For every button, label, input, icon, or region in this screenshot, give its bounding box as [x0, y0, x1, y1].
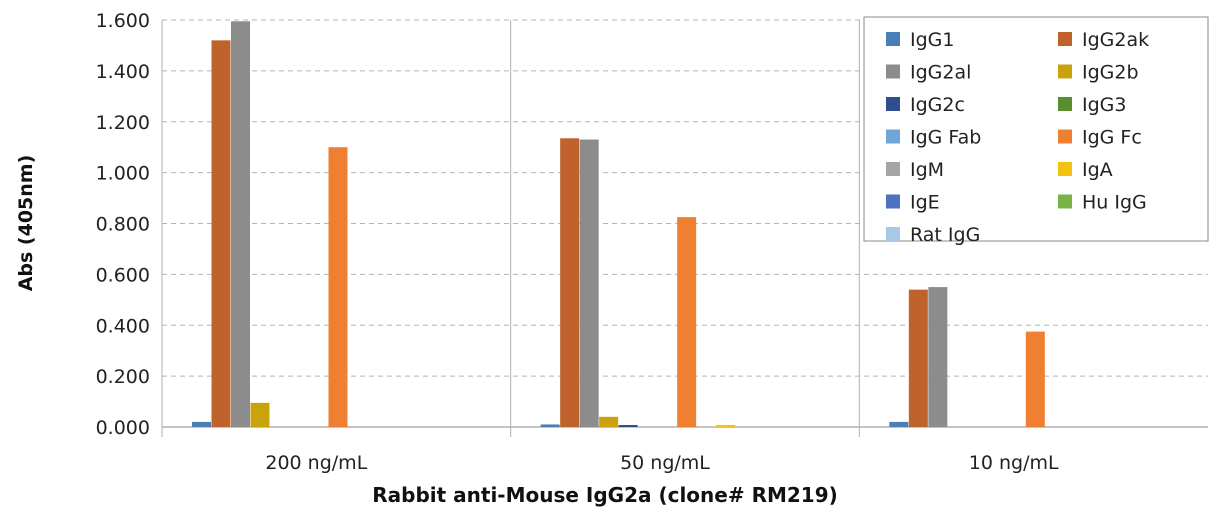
y-tick-label: 1.200: [96, 112, 150, 134]
bar: [328, 147, 348, 427]
legend-swatch: [886, 64, 900, 79]
bar: [540, 424, 560, 427]
bar: [599, 416, 619, 427]
legend-swatch: [886, 162, 900, 176]
legend-label: IgG3: [1082, 94, 1126, 116]
legend-label: Hu IgG: [1082, 192, 1147, 214]
x-category-label: 10 ng/mL: [969, 452, 1059, 474]
legend-box: [863, 16, 1209, 242]
legend-label: IgG2ak: [1082, 29, 1149, 51]
x-axis-title: Rabbit anti-Mouse IgG2a (clone# RM219): [372, 483, 838, 507]
legend-label: IgG Fc: [1082, 127, 1142, 149]
bar: [579, 139, 599, 427]
y-tick-labels: 0.000 0.200 0.400 0.600 0.800 1.000 1.200 1.400…: [96, 10, 150, 439]
y-tick-label: 0.600: [96, 264, 150, 286]
legend-label: IgG2al: [910, 62, 971, 84]
bar: [231, 21, 250, 427]
legend-swatch: [1058, 194, 1072, 209]
legend-swatch: [886, 129, 900, 144]
legend-label: IgG2c: [910, 94, 965, 116]
legend-swatch: [1058, 162, 1072, 176]
bar: [928, 287, 948, 427]
legend-label: IgG2b: [1082, 62, 1139, 84]
bar: [889, 421, 909, 427]
bar: [908, 289, 928, 427]
y-axis-title: Abs (405nm): [15, 155, 37, 292]
legend-swatch: [1058, 97, 1072, 111]
bar: [618, 425, 638, 427]
legend-label: Rat IgG: [910, 224, 980, 246]
category-separators: [161, 20, 860, 437]
y-tick-label: 0.200: [96, 366, 150, 388]
legend-swatch: [886, 97, 900, 111]
bars: [192, 21, 1045, 428]
legend-label: IgG Fab: [910, 127, 981, 149]
legend-label: IgM: [910, 159, 944, 181]
legend-label: IgE: [910, 192, 940, 214]
bar: [192, 421, 211, 427]
legend-swatch: [886, 32, 900, 46]
bar: [250, 402, 270, 427]
y-tick-label: 1.000: [96, 163, 150, 185]
legend-swatch: [886, 227, 900, 241]
legend-swatch: [886, 194, 900, 209]
x-category-label: 200 ng/mL: [265, 452, 367, 474]
y-tick-label: 1.400: [96, 61, 150, 83]
y-tick-label: 0.400: [96, 315, 150, 337]
legend: IgG1 IgG2ak IgG2al IgG2b IgG2c IgG3 IgG Fab IgG…: [863, 16, 1209, 246]
y-tick-label: 1.600: [96, 10, 150, 32]
y-tick-label: 0.800: [96, 214, 150, 236]
y-tick-label: 0.000: [96, 417, 150, 439]
bar: [716, 424, 736, 427]
bar: [1025, 331, 1045, 427]
legend-label: IgA: [1082, 159, 1113, 181]
x-category-labels: 200 ng/mL 50 ng/mL 10 ng/mL: [265, 452, 1059, 474]
bar: [211, 40, 231, 427]
bar: [560, 138, 580, 428]
legend-swatch: [1058, 64, 1072, 79]
bar: [677, 217, 697, 427]
x-category-label: 50 ng/mL: [620, 452, 710, 474]
legend-label: IgG1: [910, 29, 954, 51]
legend-swatch: [1058, 32, 1072, 46]
legend-swatch: [1058, 129, 1072, 144]
